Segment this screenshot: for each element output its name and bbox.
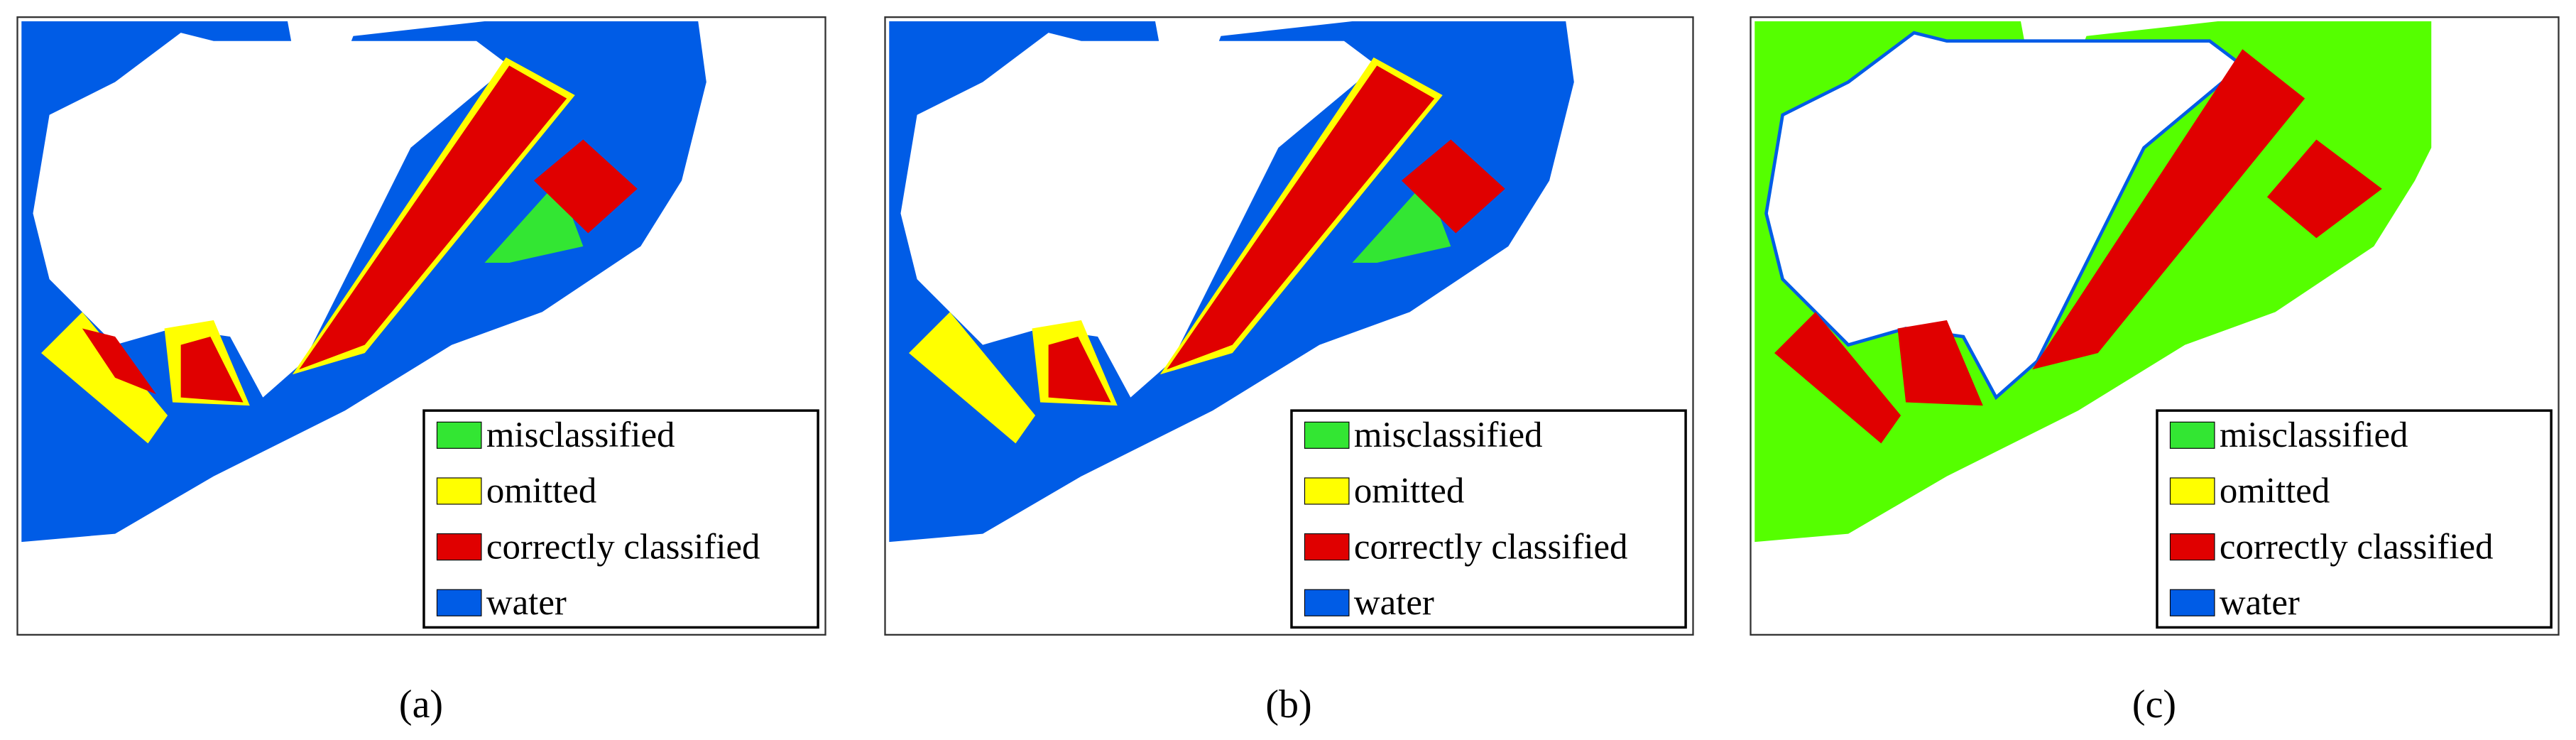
legend-swatch: [436, 421, 482, 449]
legend-label: omitted: [2220, 472, 2330, 511]
legend-label: omitted: [1354, 472, 1464, 511]
legend-swatch: [1304, 589, 1350, 616]
legend-label: water: [2220, 583, 2300, 623]
red-small: [2266, 139, 2382, 239]
axes-frame: [1750, 16, 2560, 636]
red-building: [1897, 320, 1983, 406]
map-panel: misclassified omitted correctly classified…: [884, 16, 1694, 636]
caption: (c): [2132, 682, 2177, 727]
legend-swatch: [436, 589, 482, 616]
red-patch: [1774, 312, 1901, 444]
legend-label: correctly classified: [1354, 527, 1628, 567]
red-building: [1048, 337, 1111, 403]
caption: (a): [398, 682, 444, 727]
legend-label: correctly classified: [2220, 527, 2494, 567]
legend-label: correctly classified: [486, 527, 760, 567]
map-panel: misclassified omitted correctly classified…: [1750, 16, 2560, 636]
red-patch: [82, 328, 156, 394]
legend-label: misclassified: [486, 415, 675, 455]
axes-frame: [16, 16, 826, 636]
red-small: [533, 139, 638, 234]
axes-frame: [884, 16, 1694, 636]
legend-swatch: [2169, 533, 2215, 561]
omitted-area: [909, 312, 1036, 444]
legend-swatch: [1304, 421, 1350, 449]
legend-swatch: [2169, 589, 2215, 616]
legend-label: water: [486, 583, 567, 623]
legend-swatch: [1304, 477, 1350, 505]
map-panel: misclassified omitted correctly classified…: [16, 16, 826, 636]
legend-swatch: [436, 533, 482, 561]
legend-label: water: [1354, 583, 1434, 623]
red-strip: [299, 65, 567, 370]
legend-box: [2156, 409, 2553, 629]
legend-swatch: [1304, 533, 1350, 561]
legend-label: misclassified: [2220, 415, 2408, 455]
legend-swatch: [2169, 477, 2215, 505]
land-area: [900, 33, 1377, 398]
land-area: [1764, 31, 2245, 401]
omitted-area: [41, 312, 168, 444]
land-area: [33, 33, 510, 398]
legend-box: [422, 409, 819, 629]
red-building: [180, 337, 244, 403]
legend-label: omitted: [486, 472, 596, 511]
red-small: [1401, 139, 1505, 234]
caption: (b): [1265, 682, 1312, 727]
legend-swatch: [436, 477, 482, 505]
legend-box: [1290, 409, 1687, 629]
red-strip: [1167, 65, 1435, 370]
red-strip: [2032, 49, 2305, 370]
legend-swatch: [2169, 421, 2215, 449]
legend-label: misclassified: [1354, 415, 1543, 455]
